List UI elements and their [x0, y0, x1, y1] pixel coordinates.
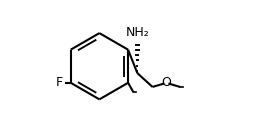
- Text: NH₂: NH₂: [125, 26, 149, 39]
- Text: O: O: [161, 76, 171, 89]
- Text: F: F: [55, 76, 62, 89]
